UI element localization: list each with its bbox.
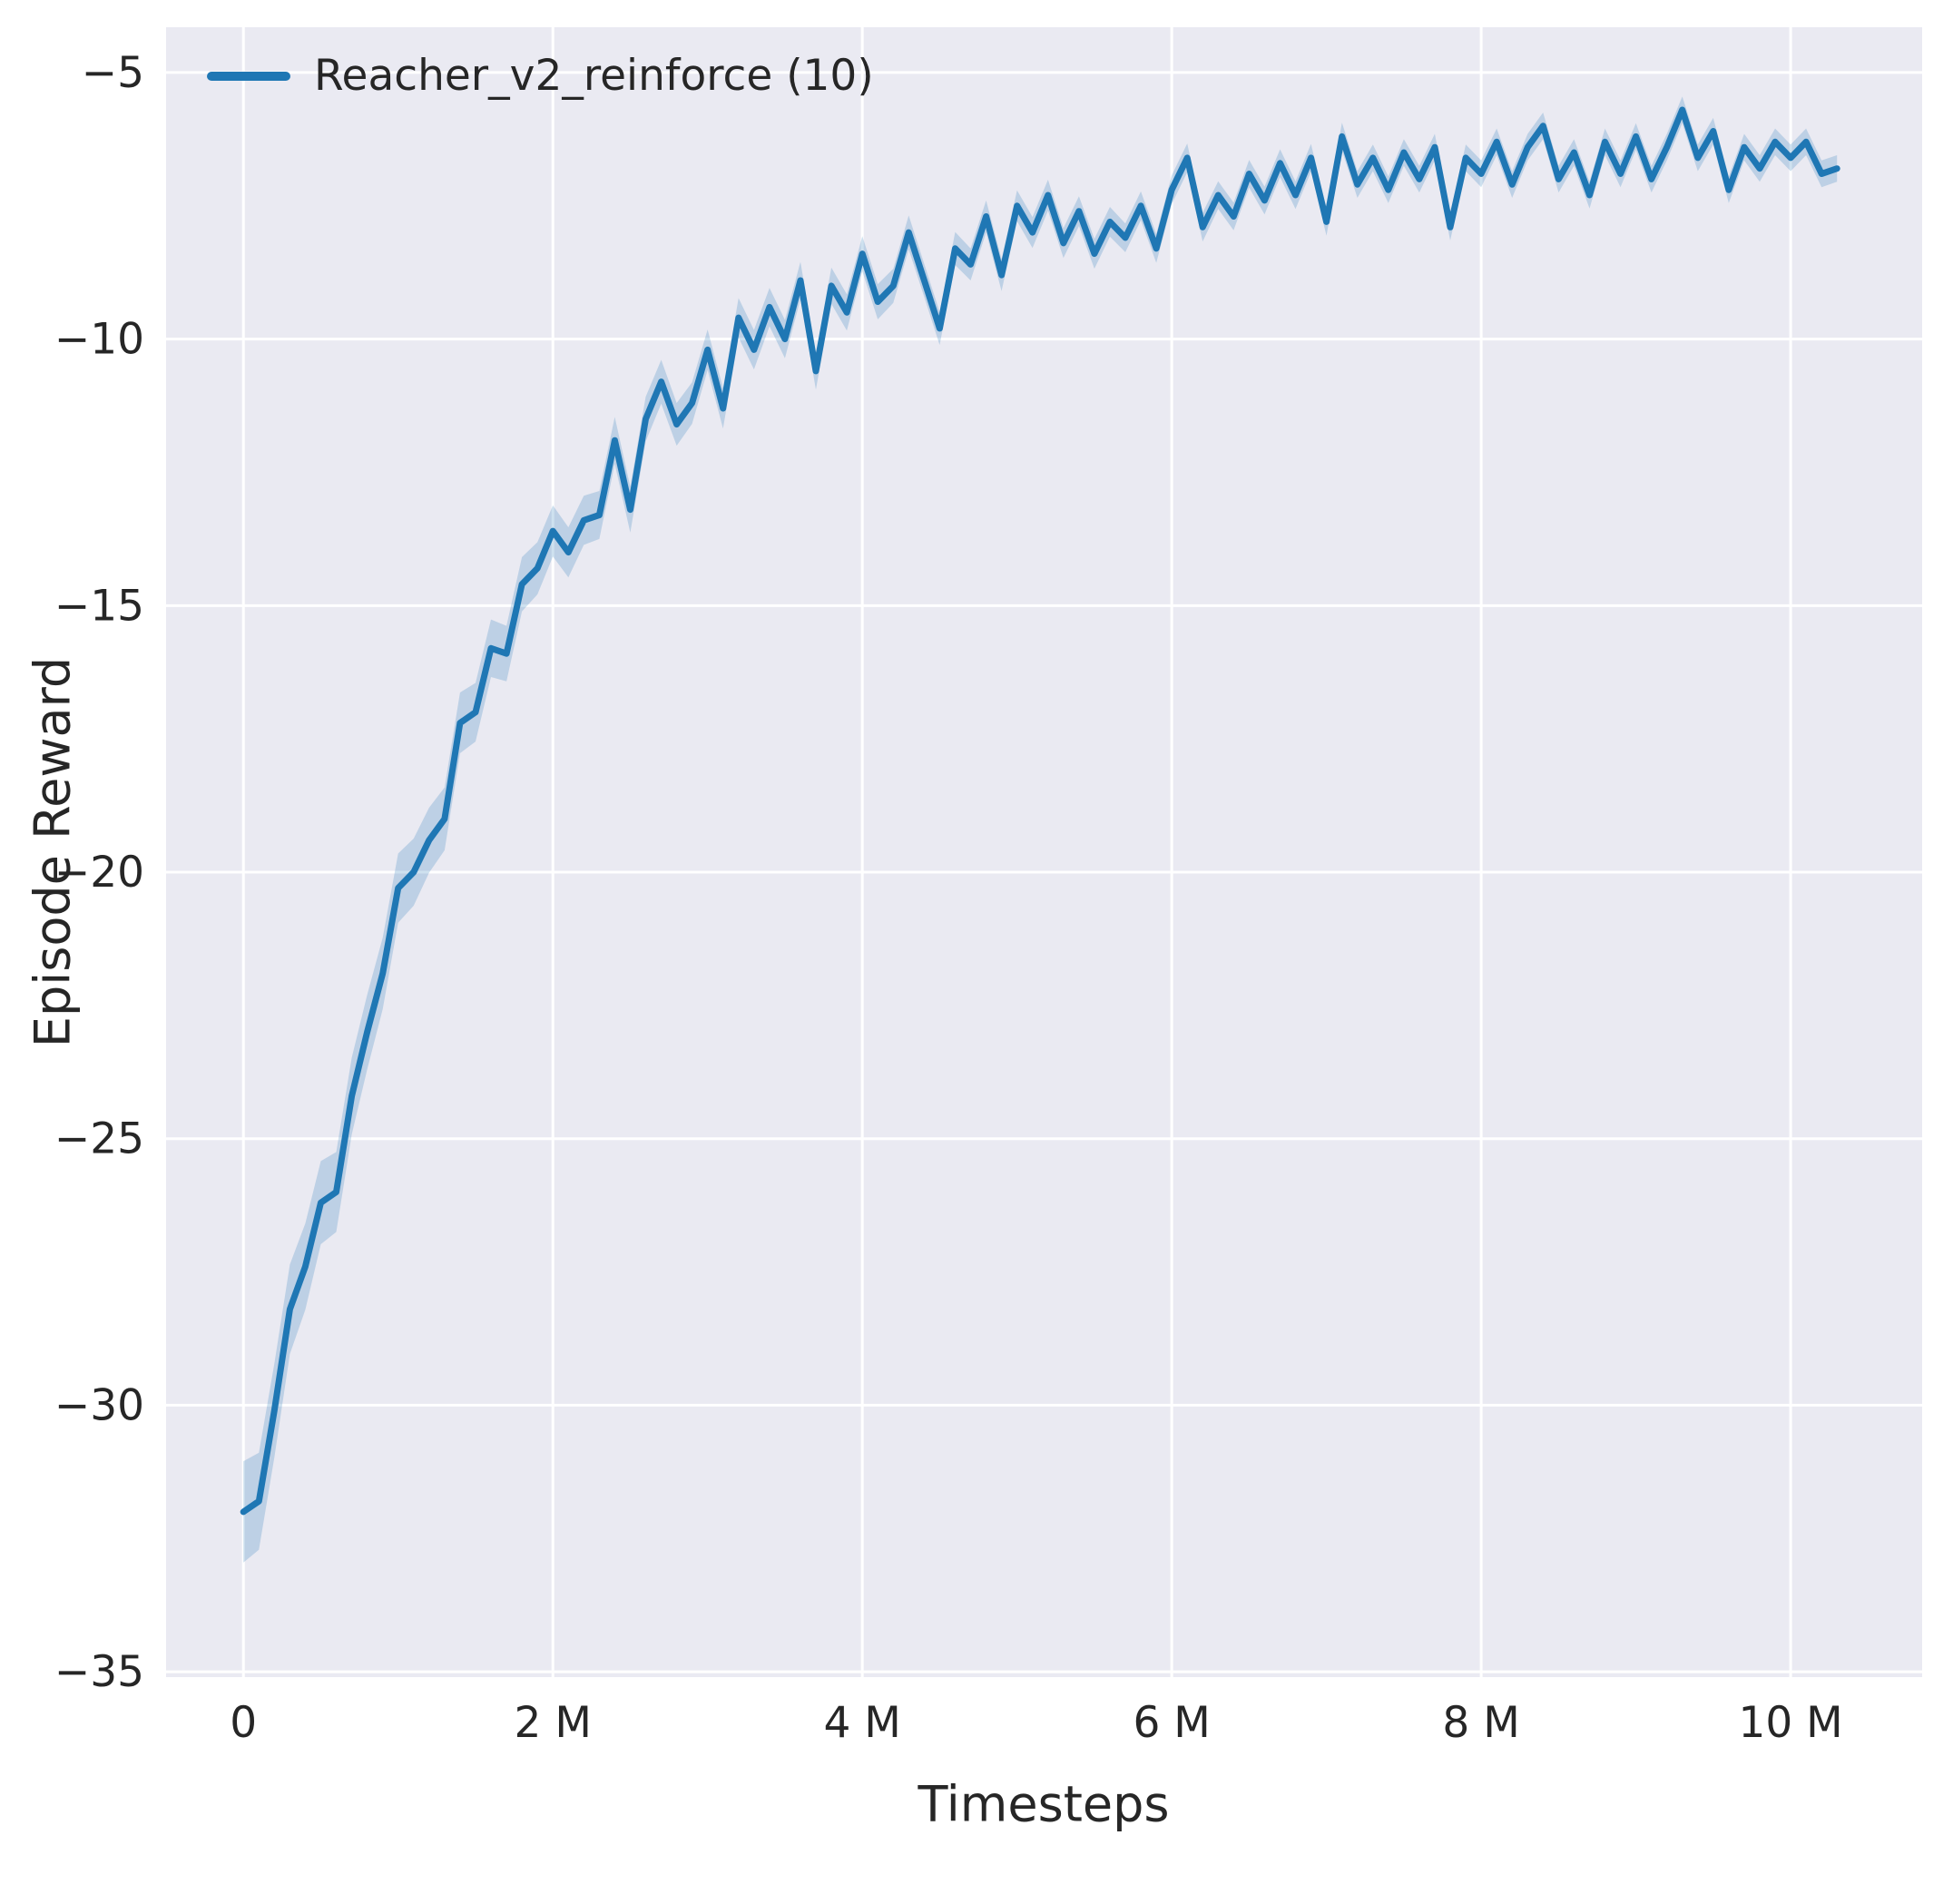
y-tick-label: −5 <box>82 48 144 98</box>
series-line <box>240 106 1840 1516</box>
y-tick-label: −10 <box>54 315 144 365</box>
y-tick-label: −15 <box>54 581 144 631</box>
tick-labels: 0 2 M 4 M 6 M 8 M 10 M −35 −30 −25 −20 −15 −10 −5 <box>54 48 1843 1748</box>
x-tick-label: 8 M <box>1442 1698 1519 1748</box>
plot-area <box>166 27 1922 1677</box>
x-tick-label: 0 <box>230 1698 257 1748</box>
legend-label: Reacher_v2_reinforce (10) <box>314 51 874 101</box>
y-tick-label: −35 <box>54 1647 144 1697</box>
y-tick-label: −30 <box>54 1380 144 1430</box>
x-axis-label: Timesteps <box>918 1775 1170 1833</box>
x-tick-label: 10 M <box>1738 1698 1842 1748</box>
x-tick-label: 6 M <box>1133 1698 1210 1748</box>
legend-line-swatch <box>207 71 290 81</box>
x-tick-label: 4 M <box>823 1698 900 1748</box>
y-tick-label: −25 <box>54 1114 144 1164</box>
gridlines <box>166 27 1922 1677</box>
y-tick-label: −20 <box>54 848 144 898</box>
x-tick-label: 2 M <box>515 1698 592 1748</box>
y-axis-label: Episode Reward <box>24 656 82 1048</box>
confidence-band <box>243 96 1838 1563</box>
legend: Reacher_v2_reinforce (10) <box>207 51 874 101</box>
